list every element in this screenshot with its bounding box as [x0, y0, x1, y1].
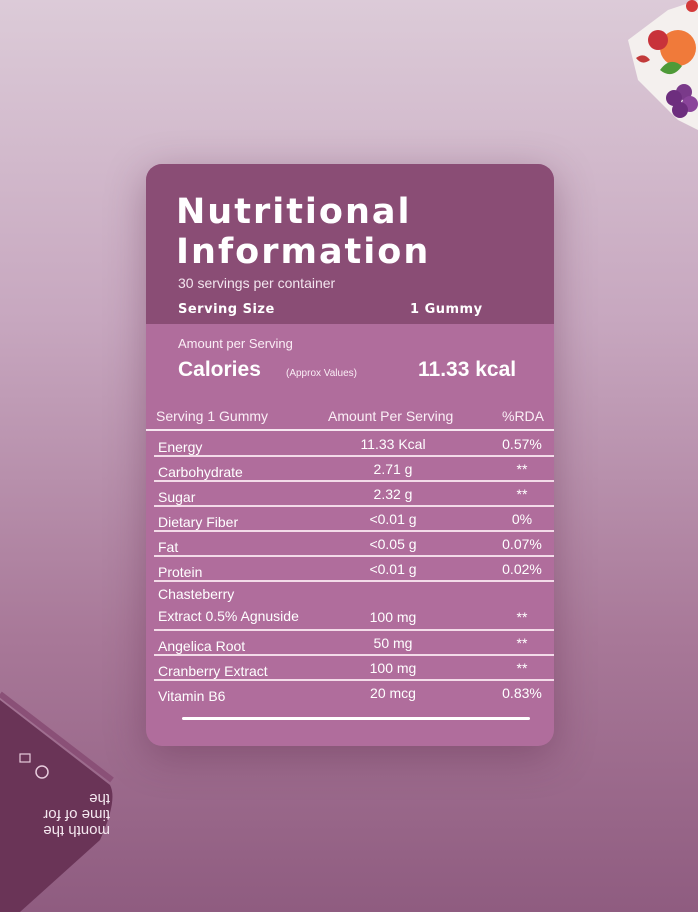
table-row: Sugar 2.32 g ** — [154, 482, 554, 507]
header-serving: Serving 1 Gummy — [156, 408, 269, 424]
nutrient-amount: 100 mg — [369, 660, 417, 676]
nutrient-amount: <0.01 g — [369, 511, 417, 527]
calories-value: 11.33 kcal — [418, 358, 517, 381]
title-line-2: Information — [176, 232, 431, 272]
nutrient-rda: ** — [516, 609, 528, 625]
nutrient-amount: <0.05 g — [369, 536, 417, 552]
nutrient-amount: 2.71 g — [373, 461, 413, 477]
nutrient-rda: ** — [516, 486, 528, 502]
table-row: Vitamin B6 20 mcg 0.83% — [154, 681, 554, 704]
table-header: Serving 1 Gummy Amount Per Serving %RDA — [146, 407, 554, 431]
nutrient-amount: 11.33 Kcal — [360, 436, 426, 452]
pouch-label-text: month the time of for the — [43, 790, 110, 839]
nutrient-name: Vitamin B6 — [158, 688, 226, 704]
nutrient-rda: 0.02% — [502, 561, 542, 577]
table-row: Protein <0.01 g 0.02% — [154, 557, 554, 582]
nutrient-name: Energy — [158, 439, 203, 455]
nutrient-name: Dietary Fiber — [158, 514, 239, 530]
nutrient-amount: <0.01 g — [369, 561, 417, 577]
nutrient-name-line-2: Extract 0.5% Agnuside — [158, 608, 299, 624]
nutrient-name: Chasteberry Extract 0.5% Agnuside — [158, 583, 318, 627]
nutrient-rda: ** — [516, 660, 528, 676]
nutrient-rda: ** — [516, 461, 528, 477]
nutrient-name: Fat — [158, 539, 179, 555]
nutrition-card: Nutritional Information 30 servings per … — [146, 164, 554, 746]
nutrient-name: Angelica Root — [158, 638, 246, 654]
servings-per-container: 30 servings per container — [178, 275, 336, 291]
nutrient-amount: 2.32 g — [373, 486, 413, 502]
nutrient-name-line-1: Chasteberry — [158, 586, 235, 602]
nutrient-rda: 0.83% — [502, 685, 542, 701]
serving-size-value: 1 Gummy — [410, 302, 483, 317]
nutrient-name: Sugar — [158, 489, 196, 505]
serving-size-label: Serving Size — [178, 302, 275, 317]
page-title: Nutritional Information — [176, 192, 536, 272]
table-row: Fat <0.05 g 0.07% — [154, 532, 554, 557]
nutrient-amount: 100 mg — [369, 609, 417, 625]
calories-note: (Approx Values) — [286, 368, 357, 379]
nutrition-table-body: Energy 11.33 Kcal 0.57% Carbohydrate 2.7… — [154, 432, 554, 704]
nutrient-rda: 0.07% — [502, 536, 542, 552]
table-row: Energy 11.33 Kcal 0.57% — [154, 432, 554, 457]
nutrient-rda: ** — [516, 635, 528, 651]
header-amount: Amount Per Serving — [328, 408, 454, 424]
header-rda: %RDA — [502, 408, 545, 424]
nutrient-rda: 0.57% — [502, 436, 542, 452]
table-row: Carbohydrate 2.71 g ** — [154, 457, 554, 482]
nutrient-rda: 0% — [511, 511, 533, 527]
product-pouch-icon — [0, 691, 114, 912]
table-row: Dietary Fiber <0.01 g 0% — [154, 507, 554, 532]
table-row: Angelica Root 50 mg ** — [154, 631, 554, 656]
table-row: Chasteberry Extract 0.5% Agnuside 100 mg… — [154, 582, 554, 631]
nutrient-name: Protein — [158, 564, 203, 580]
nutrient-name: Carbohydrate — [158, 464, 243, 480]
calories-label: Calories — [178, 358, 261, 381]
nutrient-amount: 50 mg — [373, 635, 413, 651]
divider — [182, 717, 530, 720]
nutrition-header: Nutritional Information 30 servings per … — [146, 164, 554, 324]
fruit-illustration-icon — [628, 0, 698, 130]
title-line-1: Nutritional — [176, 192, 412, 232]
nutrient-amount: 20 mcg — [370, 685, 416, 701]
table-row: Cranberry Extract 100 mg ** — [154, 656, 554, 681]
amount-per-serving-label: Amount per Serving — [178, 336, 293, 351]
nutrient-name: Cranberry Extract — [158, 663, 268, 679]
